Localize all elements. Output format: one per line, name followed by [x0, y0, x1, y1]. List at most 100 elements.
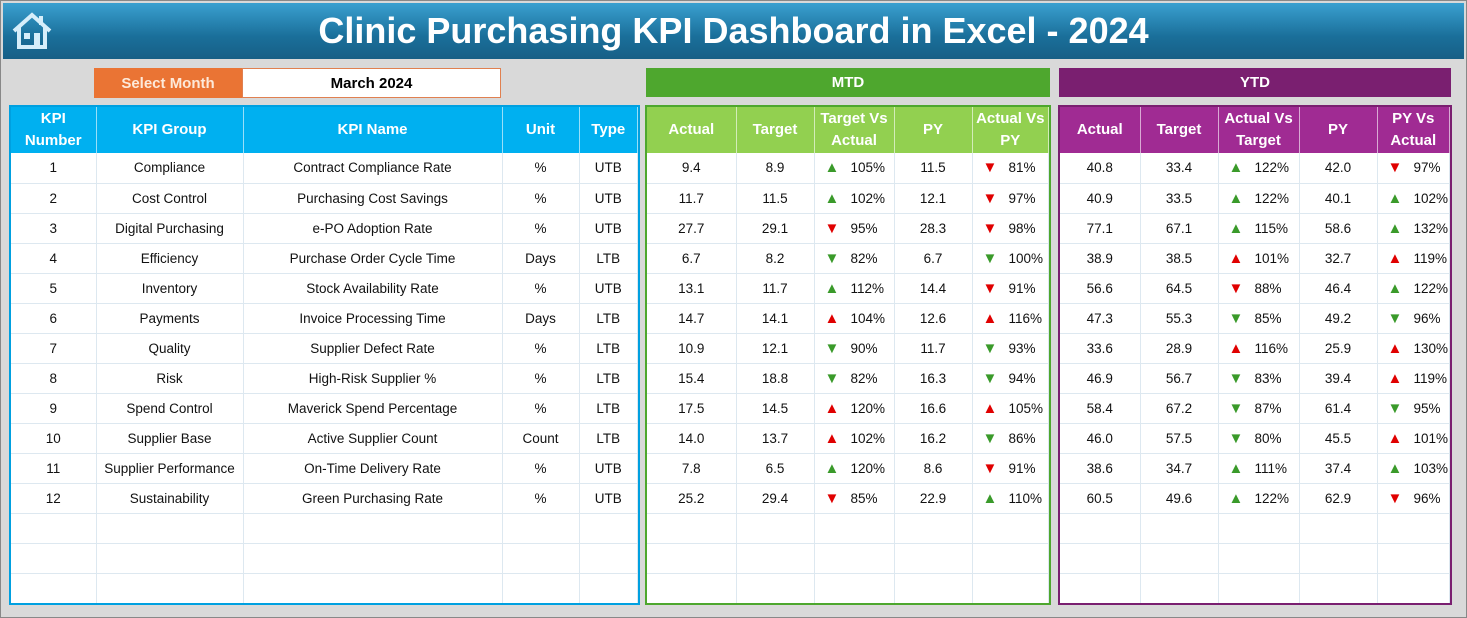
mtd-cell-4: ▼ 94%	[972, 363, 1049, 394]
table-row: 38.6 34.7 ▲ 111% 37.4 ▲ 103%	[1060, 453, 1450, 484]
percent-value: 120%	[850, 460, 886, 476]
empty-cell	[11, 573, 97, 603]
percent-value: 101%	[1254, 250, 1290, 266]
kpi-group: Digital Purchasing	[96, 213, 244, 244]
arrow-down-icon: ▼	[982, 279, 998, 297]
empty-cell	[243, 513, 503, 544]
empty-cell	[96, 573, 244, 603]
percent-value: 93%	[1008, 340, 1036, 356]
empty-cell	[1299, 513, 1378, 544]
mtd-cell-0: 17.5	[647, 393, 737, 424]
ytd-header-4: PY Vs Actual	[1377, 107, 1450, 153]
ytd-cell-1: 64.5	[1140, 273, 1219, 304]
percent-value: 95%	[850, 220, 878, 236]
percent-value: 82%	[850, 370, 878, 386]
ytd-header-2: Actual Vs Target	[1218, 107, 1300, 153]
kpi-group: Compliance	[96, 153, 244, 184]
empty-cell	[1140, 573, 1219, 603]
arrow-up-icon: ▲	[824, 459, 840, 477]
kpi-name: Invoice Processing Time	[243, 303, 503, 334]
arrow-down-icon: ▼	[1387, 399, 1403, 417]
percent-value: 116%	[1254, 340, 1289, 356]
ytd-cell-0: 58.4	[1060, 393, 1141, 424]
empty-cell	[502, 573, 580, 603]
arrow-up-icon: ▲	[982, 489, 998, 507]
arrow-up-icon: ▲	[824, 429, 840, 447]
mtd-cell-1: 6.5	[736, 453, 815, 484]
arrow-up-icon: ▲	[1387, 219, 1403, 237]
table-row: 11 Supplier Performance On-Time Delivery R…	[11, 453, 638, 484]
table-row: 9 Spend Control Maverick Spend Percentage%…	[11, 393, 638, 424]
month-select[interactable]: March 2024	[242, 68, 501, 98]
ytd-cell-3: 58.6	[1299, 213, 1378, 244]
arrow-up-icon: ▲	[824, 309, 840, 327]
arrow-up-icon: ▲	[1228, 189, 1244, 207]
ytd-cell-1: 38.5	[1140, 243, 1219, 274]
kpi-name: Maverick Spend Percentage	[243, 393, 503, 424]
mtd-cell-2: ▲ 104%	[814, 303, 895, 334]
ytd-cell-0: 38.9	[1060, 243, 1141, 274]
empty-cell	[814, 543, 895, 574]
mtd-cell-2: ▲ 102%	[814, 423, 895, 454]
table-row: 13.1 11.7 ▲ 112% 14.4 ▼ 91%	[647, 273, 1049, 304]
home-icon[interactable]	[11, 11, 53, 51]
table-row: 25.2 29.4 ▼ 85% 22.9 ▲ 110%	[647, 483, 1049, 514]
table-row	[11, 543, 638, 574]
mtd-cell-2: ▲ 120%	[814, 453, 895, 484]
percent-value: 87%	[1254, 400, 1282, 416]
header-4: Type	[579, 107, 638, 153]
kpi-type: UTB	[579, 153, 638, 184]
header-3: Unit	[502, 107, 580, 153]
mtd-cell-4: ▼ 98%	[972, 213, 1049, 244]
kpi-n: 2	[11, 183, 97, 214]
arrow-up-icon: ▲	[1387, 369, 1403, 387]
percent-value: 85%	[1254, 310, 1282, 326]
ytd-header-1: Target	[1140, 107, 1219, 153]
table-row: 4 Efficiency Purchase Order Cycle Time Days…	[11, 243, 638, 274]
table-row: 40.9 33.5 ▲ 122% 40.1 ▲ 102%	[1060, 183, 1450, 214]
mtd-cell-0: 25.2	[647, 483, 737, 514]
table-row	[11, 513, 638, 544]
ytd-cell-4: ▲ 103%	[1377, 453, 1450, 484]
arrow-up-icon: ▲	[824, 189, 840, 207]
table-row: 8 Risk High-Risk Supplier %% LTB	[11, 363, 638, 394]
mtd-cell-3: 12.1	[894, 183, 973, 214]
table-row: 10 Supplier Base Active Supplier Count Coun…	[11, 423, 638, 454]
table-row: 12 Sustainability Green Purchasing Rate% UT…	[11, 483, 638, 514]
empty-cell	[736, 513, 815, 544]
mtd-cell-3: 12.6	[894, 303, 973, 334]
kpi-name: Purchasing Cost Savings	[243, 183, 503, 214]
kpi-type: LTB	[579, 243, 638, 274]
table-row: 2 Cost Control Purchasing Cost Savings% UTB	[11, 183, 638, 214]
ytd-cell-0: 40.9	[1060, 183, 1141, 214]
percent-value: 82%	[850, 250, 878, 266]
kpi-type: UTB	[579, 483, 638, 514]
table-row	[11, 573, 638, 603]
kpi-n: 10	[11, 423, 97, 454]
mtd-cell-2: ▲ 102%	[814, 183, 895, 214]
ytd-cell-2: ▼ 83%	[1218, 363, 1300, 394]
ytd-cell-4: ▲ 102%	[1377, 183, 1450, 214]
arrow-up-icon: ▲	[1387, 279, 1403, 297]
ytd-cell-1: 33.5	[1140, 183, 1219, 214]
arrow-down-icon: ▼	[982, 339, 998, 357]
ytd-cell-1: 57.5	[1140, 423, 1219, 454]
mtd-cell-0: 6.7	[647, 243, 737, 274]
table-row: 14.0 13.7 ▲ 102% 16.2 ▼ 86%	[647, 423, 1049, 454]
arrow-down-icon: ▼	[982, 249, 998, 267]
table-row	[1060, 543, 1450, 574]
ytd-cell-1: 28.9	[1140, 333, 1219, 364]
arrow-down-icon: ▼	[1228, 429, 1244, 447]
percent-value: 88%	[1254, 280, 1282, 296]
kpi-unit: %	[502, 483, 580, 514]
percent-value: 102%	[850, 430, 886, 446]
table-row: 15.4 18.8 ▼ 82% 16.3 ▼ 94%	[647, 363, 1049, 394]
percent-value: 119%	[1413, 250, 1448, 266]
ytd-cell-4: ▲ 119%	[1377, 243, 1450, 274]
select-month-label: Select Month	[94, 68, 242, 98]
mtd-cell-0: 15.4	[647, 363, 737, 394]
mtd-cell-3: 22.9	[894, 483, 973, 514]
mtd-cell-3: 28.3	[894, 213, 973, 244]
kpi-type: LTB	[579, 423, 638, 454]
empty-cell	[1218, 573, 1300, 603]
